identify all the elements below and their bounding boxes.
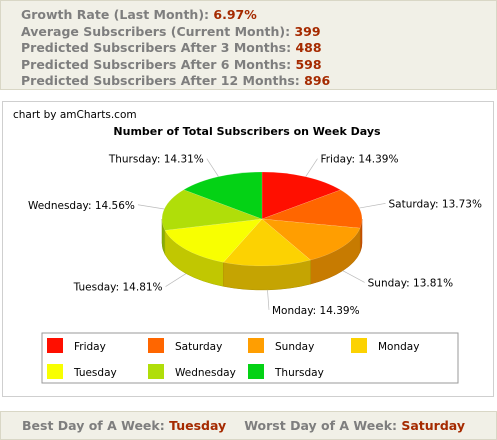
pie-chart[interactable]: chart by amCharts.com Number of Total Su… (3, 102, 493, 396)
leader-line (206, 158, 219, 177)
best-day: Best Day of A Week: Tuesday (22, 418, 227, 433)
leader-line (305, 158, 318, 177)
legend-label-wednesday: Wednesday (175, 367, 236, 379)
legend-swatch-wednesday (148, 364, 164, 379)
chart-title: Number of Total Subscribers on Week Days (113, 125, 381, 138)
stat-predicted-3-months: Predicted Subscribers After 3 Months: 48… (21, 40, 322, 55)
leader-line (165, 273, 187, 287)
stats-panel: Growth Rate (Last Month): 6.97% Average … (0, 0, 497, 90)
pie-slice-tuesday (164, 218, 263, 263)
stat-predicted-6-months: Predicted Subscribers After 6 Months: 59… (21, 56, 322, 72)
legend-swatch-thursday (248, 364, 264, 379)
chart-container[interactable]: chart by amCharts.com Number of Total Su… (2, 101, 494, 397)
legend-swatch-friday (47, 338, 63, 353)
leader-line (267, 289, 270, 310)
leader-line (137, 204, 165, 210)
best-day-value: Tuesday (169, 418, 227, 433)
bottom-panel: Best Day of A Week: Tuesday Worst Day of… (0, 411, 497, 440)
pie-depth (161, 218, 363, 291)
pie-slice-friday (261, 171, 342, 220)
worst-day-value: Saturday (401, 418, 465, 433)
credit-link[interactable]: chart by amCharts.com (13, 109, 137, 121)
pie-slice-saturday (261, 189, 363, 229)
legend-label-sunday: Sunday (275, 341, 314, 353)
pie-labels: Friday: 14.39% Saturday: 13.73% Sunday: 13… (28, 154, 482, 317)
stat-value: 896 (304, 73, 331, 88)
worst-day: Worst Day of A Week: Saturday (244, 418, 465, 433)
slice-label-tuesday: Tuesday: 14.81% (73, 282, 163, 294)
slice-label-wednesday: Wednesday: 14.56% (28, 200, 135, 212)
stat-predicted-12-months: Predicted Subscribers After 12 Months: 8… (21, 73, 331, 88)
legend-label-saturday: Saturday (175, 341, 222, 353)
legend: Friday Saturday Sunday Monday Tuesday Wednesd… (47, 338, 419, 379)
legend-swatch-tuesday (47, 364, 63, 379)
stat-growth-rate: Growth Rate (Last Month): 6.97% (21, 7, 257, 22)
legend-label-monday: Monday (378, 341, 419, 353)
slice-label-monday: Monday: 14.39% (272, 305, 360, 317)
legend-swatch-saturday (148, 338, 164, 353)
legend-label-tuesday: Tuesday (73, 367, 117, 379)
pie-slice-monday (222, 218, 312, 267)
stat-average-subscribers: Average Subscribers (Current Month): 399 (21, 23, 321, 39)
legend-swatch-monday (351, 338, 367, 353)
leader-line (359, 203, 386, 209)
pie-slice-thursday (183, 171, 263, 220)
pie-top (161, 171, 363, 267)
pie-slice-sunday (261, 218, 361, 261)
leader-line (342, 270, 365, 283)
slice-label-saturday: Saturday: 13.73% (389, 198, 482, 210)
stat-value: 488 (295, 40, 322, 55)
stat-value: 598 (295, 56, 322, 72)
legend-label-thursday: Thursday (274, 367, 324, 379)
slice-label-friday: Friday: 14.39% (320, 154, 398, 166)
stat-value: 6.97% (213, 7, 257, 22)
legend-swatch-sunday (248, 338, 264, 353)
pie-slice-wednesday (161, 189, 263, 231)
slice-label-thursday: Thursday: 14.31% (108, 154, 204, 166)
slice-label-sunday: Sunday: 13.81% (368, 277, 453, 289)
legend-label-friday: Friday (74, 341, 106, 353)
stat-value: 399 (294, 23, 321, 39)
